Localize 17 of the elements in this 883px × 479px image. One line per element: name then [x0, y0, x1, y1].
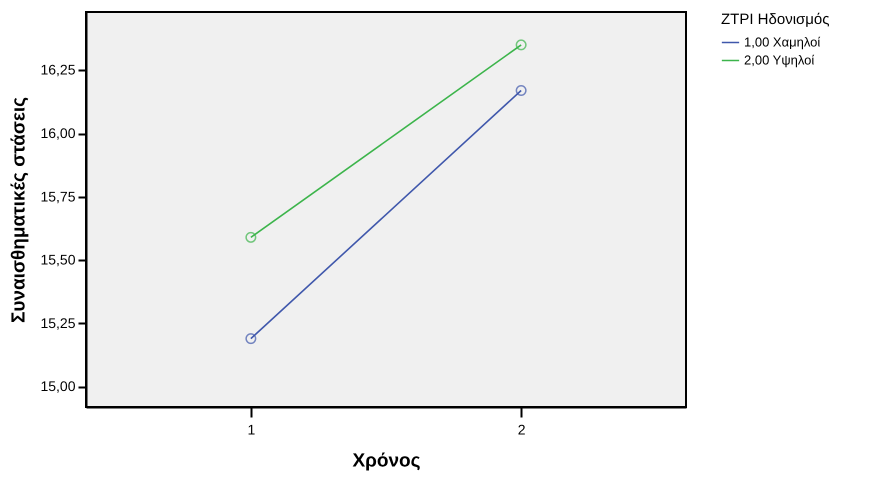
y-axis-title: Συναισθηματικές στάσεις: [8, 96, 30, 324]
legend-label: 1,00 Χαμηλοί: [744, 34, 820, 50]
point: [516, 85, 527, 96]
point: [245, 333, 256, 344]
x-tick-label: 1: [247, 422, 256, 438]
y-tick-label: 15,00: [40, 378, 76, 394]
y-tick-label: 15,75: [40, 188, 76, 204]
x-axis-title: Χρόνος: [352, 450, 421, 472]
y-tick-label: 15,50: [40, 252, 76, 268]
x-tick-label: 2: [518, 422, 526, 438]
y-tick-label: 16,25: [40, 62, 76, 78]
point: [516, 39, 527, 50]
y-tick-label: 15,25: [40, 314, 76, 331]
point: [245, 232, 256, 243]
y-tick-label: 16,00: [40, 125, 76, 142]
legend-label: 2,00 Υψηλοί: [744, 52, 814, 68]
legend-title: ZTPI Ηδονισμός: [721, 11, 830, 28]
